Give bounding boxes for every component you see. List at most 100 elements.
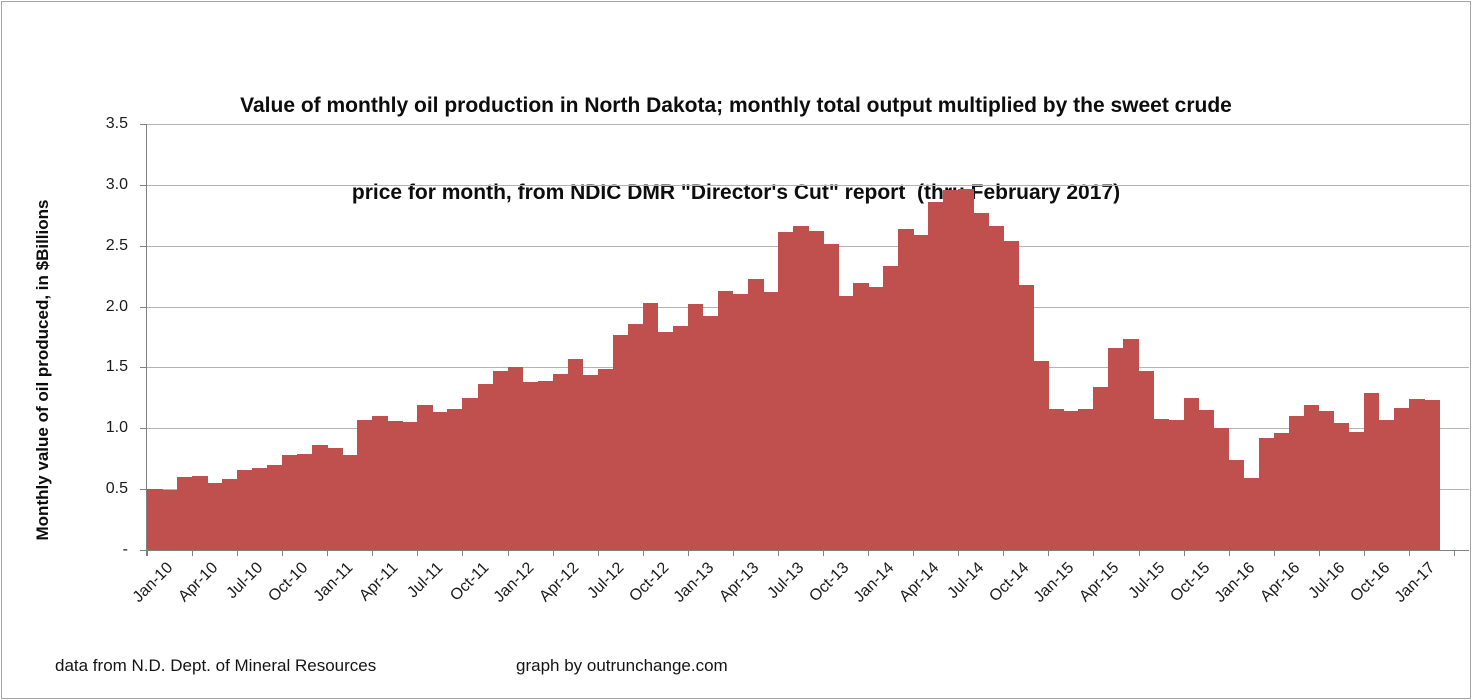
bar-Dec-10 (312, 445, 328, 550)
y-axis-title: Monthly value of oil produced, in $Billi… (33, 199, 52, 541)
bar-Nov-12 (657, 332, 674, 550)
bar-Apr-15 (1093, 386, 1110, 550)
bar-Oct-12 (642, 302, 659, 550)
bar-Feb-13 (702, 316, 719, 550)
x-axis-line (147, 550, 1469, 551)
bar-Apr-16 (1273, 433, 1290, 550)
bar-Jun-14 (943, 189, 959, 550)
bar-Oct-14 (1003, 240, 1019, 550)
bar-Dec-14 (1033, 361, 1049, 550)
bar-Mar-10 (177, 476, 193, 550)
bar-Feb-12 (522, 382, 539, 550)
bar-Sep-13 (808, 231, 824, 550)
bar-Mar-16 (1258, 438, 1275, 550)
bar-Jan-16 (1228, 459, 1245, 550)
bar-Nov-14 (1018, 284, 1034, 550)
bar-Aug-11 (432, 412, 449, 550)
bar-Mar-12 (537, 380, 554, 550)
bar-Aug-10 (252, 468, 268, 550)
bar-Sep-10 (267, 464, 283, 550)
bar-Sep-15 (1168, 419, 1185, 550)
bar-May-15 (1108, 347, 1125, 550)
bar-Dec-11 (492, 371, 509, 550)
y-tick (140, 550, 146, 551)
y-tick (140, 245, 146, 247)
x-tick (282, 550, 284, 556)
x-tick (552, 550, 554, 556)
bar-Nov-16 (1378, 419, 1395, 550)
bar-May-11 (387, 420, 403, 550)
bar-Jul-13 (777, 232, 794, 550)
y-tick (140, 306, 146, 308)
bar-Dec-12 (672, 326, 689, 550)
bar-Jan-13 (687, 304, 704, 550)
bar-Feb-14 (883, 266, 899, 550)
bar-Mar-14 (898, 228, 914, 550)
bar-Sep-12 (627, 323, 644, 550)
y-tick (140, 184, 146, 186)
bar-Feb-15 (1063, 411, 1079, 550)
bar-Jul-16 (1318, 411, 1335, 550)
x-tick (732, 550, 734, 556)
bar-Jun-13 (762, 291, 779, 550)
bar-Nov-15 (1198, 410, 1215, 550)
bar-Dec-16 (1393, 407, 1410, 550)
chart-title-line1: Value of monthly oil production in North… (240, 94, 1232, 117)
bar-Mar-15 (1078, 408, 1095, 550)
bar-Oct-11 (462, 397, 479, 550)
y-tick-label: 2.5 (105, 236, 128, 254)
bar-Apr-11 (372, 416, 388, 550)
x-tick (1183, 550, 1185, 556)
bar-Aug-12 (612, 334, 629, 550)
bar-May-10 (207, 483, 223, 550)
bar-Apr-13 (732, 294, 749, 550)
bar-Aug-14 (973, 212, 989, 550)
y-tick (140, 367, 146, 369)
y-axis-line (146, 124, 147, 556)
x-tick (1093, 550, 1095, 556)
bar-Oct-10 (282, 455, 298, 550)
bar-Dec-13 (853, 283, 869, 550)
bar-Apr-14 (913, 234, 929, 550)
x-tick (462, 550, 464, 556)
bar-Nov-10 (297, 453, 313, 550)
x-tick (417, 550, 419, 556)
bar-Nov-11 (477, 384, 494, 550)
bar-Sep-11 (447, 408, 464, 550)
bar-Aug-16 (1333, 423, 1350, 550)
bar-Dec-15 (1213, 428, 1230, 550)
bar-Jun-12 (582, 374, 599, 550)
x-tick (372, 550, 374, 556)
plot-area (140, 124, 1469, 560)
bar-Jul-14 (958, 188, 974, 550)
bar-May-12 (567, 358, 584, 550)
x-tick (597, 550, 599, 556)
y-tick-label: 0.5 (105, 480, 128, 498)
bar-Oct-16 (1363, 392, 1380, 550)
x-tick (1048, 550, 1050, 556)
chart-title: Value of monthly oil production in North… (0, 33, 1472, 236)
bar-Jan-15 (1048, 408, 1064, 550)
x-tick (192, 550, 194, 556)
x-tick (1273, 550, 1275, 556)
bar-Feb-17 (1423, 400, 1440, 550)
x-tick (958, 550, 960, 556)
x-tick (507, 550, 509, 556)
x-tick (1318, 550, 1320, 556)
x-tick (777, 550, 779, 556)
bar-Apr-10 (192, 475, 208, 550)
bar-Oct-13 (823, 244, 839, 550)
bar-Jun-15 (1123, 339, 1140, 550)
x-tick (1363, 550, 1365, 556)
bar-Jul-11 (417, 405, 434, 550)
x-tick (1228, 550, 1230, 556)
bar-Feb-11 (342, 455, 358, 550)
bar-Jul-12 (597, 368, 614, 550)
bar-Aug-13 (792, 226, 809, 550)
bar-Jan-10 (147, 489, 163, 550)
bar-Sep-14 (988, 226, 1004, 550)
y-tick-label: 3.0 (105, 175, 128, 193)
bar-Jun-11 (402, 422, 418, 550)
x-tick (1003, 550, 1005, 556)
bar-Aug-15 (1153, 418, 1170, 550)
